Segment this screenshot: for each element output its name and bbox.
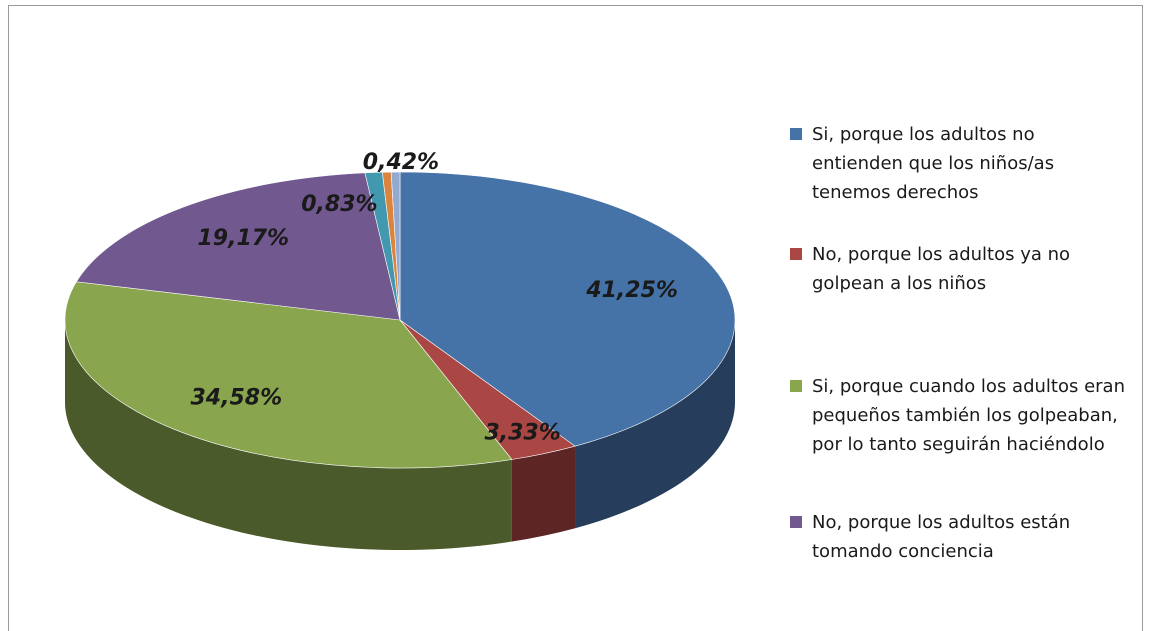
legend-swatch (790, 248, 802, 260)
legend-swatch (790, 380, 802, 392)
slice-side-shade (575, 320, 735, 529)
legend-label: No, porque los adultos ya no golpean a l… (812, 244, 1071, 294)
slice-side (575, 320, 735, 529)
slice (75, 172, 401, 321)
data-label: 34,58% (191, 385, 283, 410)
data-label: 19,17% (197, 226, 289, 251)
slice (390, 171, 401, 321)
slice (64, 281, 513, 469)
legend-item: Si, porque los adultos no entienden que … (790, 120, 1130, 207)
slice-side (65, 320, 512, 551)
legend-label: Si, porque cuando los adultos eran peque… (812, 376, 1125, 455)
legend-item: No, porque los adultos están tomando con… (790, 508, 1130, 566)
legend-item: No, porque los adultos ya no golpean a l… (790, 240, 1130, 298)
data-label: 0,83% (301, 192, 377, 217)
slice (399, 171, 736, 447)
data-label: 0,42% (363, 150, 439, 175)
legend-item: Si, porque cuando los adultos eran peque… (790, 372, 1130, 459)
data-label: 3,33% (484, 421, 560, 446)
slice-side-shade (511, 446, 576, 542)
slice-side-shade (65, 320, 512, 551)
slice-side (511, 446, 576, 542)
legend-swatch (790, 128, 802, 140)
data-label: 41,25% (585, 278, 678, 303)
chart-border (8, 5, 1143, 631)
legend-swatch (790, 516, 802, 528)
legend-label: No, porque los adultos están tomando con… (812, 512, 1071, 562)
legend-label: Si, porque los adultos no entienden que … (812, 124, 1055, 203)
